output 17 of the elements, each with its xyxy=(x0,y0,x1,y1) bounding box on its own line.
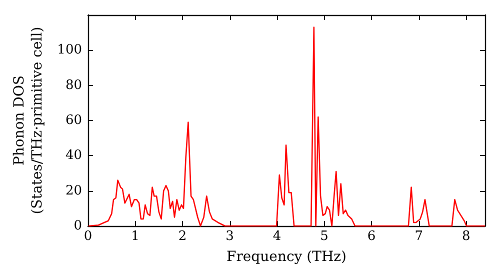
x-tick-label: 0 xyxy=(84,229,92,244)
y-tick-label: 80 xyxy=(65,78,82,93)
x-tick-label: 7 xyxy=(414,229,423,244)
y-tick-label: 60 xyxy=(65,113,82,128)
y-tick-label: 20 xyxy=(65,183,82,198)
x-tick-label: 5 xyxy=(320,229,328,244)
x-tick-label: 1 xyxy=(131,229,140,244)
x-tick-label: 4 xyxy=(272,229,282,244)
x-tick-label: 8 xyxy=(462,229,470,244)
x-tick-label: 2 xyxy=(178,229,187,244)
y-tick-label: 100 xyxy=(57,42,82,58)
x-tick-label: 3 xyxy=(226,229,234,244)
x-axis-title: Frequency (THz) xyxy=(226,249,347,265)
y-axis-title: Phonon DOS (States/THz·primitive cell) xyxy=(11,26,46,214)
y-tick-label: 40 xyxy=(65,148,82,164)
y-tick-label: 0 xyxy=(74,218,82,234)
x-tick-label: 6 xyxy=(367,229,376,244)
